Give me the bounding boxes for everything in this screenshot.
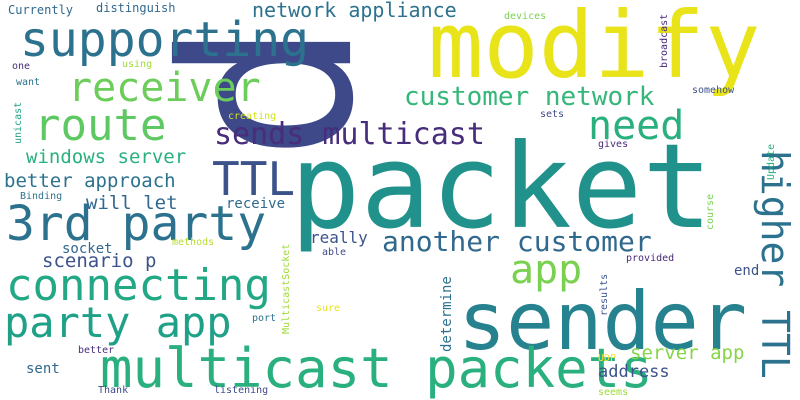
word-devices: devices [504, 11, 547, 22]
word-better: better [78, 345, 115, 356]
word-sends-multicast: sends multicast [214, 117, 485, 152]
word-party-app: party app [4, 298, 232, 347]
word-another-customer: another customer [382, 225, 652, 258]
word-provided: provided [626, 253, 675, 264]
word-udp: UDP [598, 353, 617, 364]
word-supporting: supporting [20, 12, 309, 68]
word-able: able [322, 247, 347, 258]
word-seems: seems [598, 387, 629, 398]
word-port: port [252, 313, 277, 324]
word-somehow: somehow [692, 85, 735, 96]
word-creating: creating [228, 111, 277, 122]
word-determine: determine [439, 276, 455, 352]
word-listening: listening [214, 385, 269, 396]
word-thank: Thank [98, 385, 129, 396]
word-distinguish: distinguish [96, 1, 176, 15]
word-3rd-party: 3rd party [6, 196, 267, 252]
word-gives: gives [598, 139, 629, 150]
word-ttl: TTL [212, 152, 296, 206]
word-want: want [16, 77, 41, 88]
word-sender: sender [458, 275, 747, 368]
word-route: route [34, 100, 167, 151]
word-multicastsocket: MulticastSocket [281, 243, 292, 334]
word-currently: Currently [8, 3, 74, 17]
word-need: need [588, 103, 685, 149]
word-binding: Binding [20, 191, 63, 202]
word-using: using [122, 59, 153, 70]
word-receive: receive [226, 196, 286, 212]
word-modify: modify [428, 0, 761, 99]
word-customer-network: customer network [404, 82, 655, 112]
word-socket: socket [62, 241, 113, 257]
word-packet: packet [290, 118, 713, 255]
word-will-let: will let [86, 192, 178, 214]
word-network-appliance: network appliance [252, 0, 457, 22]
word-address: address [598, 362, 670, 382]
word-multicast-packets: multicast packets [100, 337, 653, 400]
word-higher-ttl: higher TTL [753, 150, 797, 379]
word-server-app: server app [630, 342, 745, 364]
word-really: really [310, 228, 368, 247]
word-connecting: connecting [6, 260, 271, 311]
word-one: one [12, 61, 31, 72]
word-end: end [734, 263, 760, 279]
word-app: app [510, 247, 583, 293]
word-broadcast: broadcast [659, 13, 670, 68]
word-sent: sent [26, 361, 60, 377]
word-windows-server: windows server [26, 146, 187, 168]
word-sets: sets [540, 109, 565, 120]
word-results: results [599, 273, 610, 316]
word-receiver: receiver [68, 65, 261, 111]
word-better-approach: better approach [4, 170, 176, 192]
word-methods: methods [172, 237, 215, 248]
word-course: course [705, 193, 716, 230]
word-unicast: unicast [13, 101, 24, 144]
word-scenario-p: scenario p [42, 250, 157, 272]
word-sure: sure [316, 303, 341, 314]
word-update: Update [766, 143, 777, 180]
